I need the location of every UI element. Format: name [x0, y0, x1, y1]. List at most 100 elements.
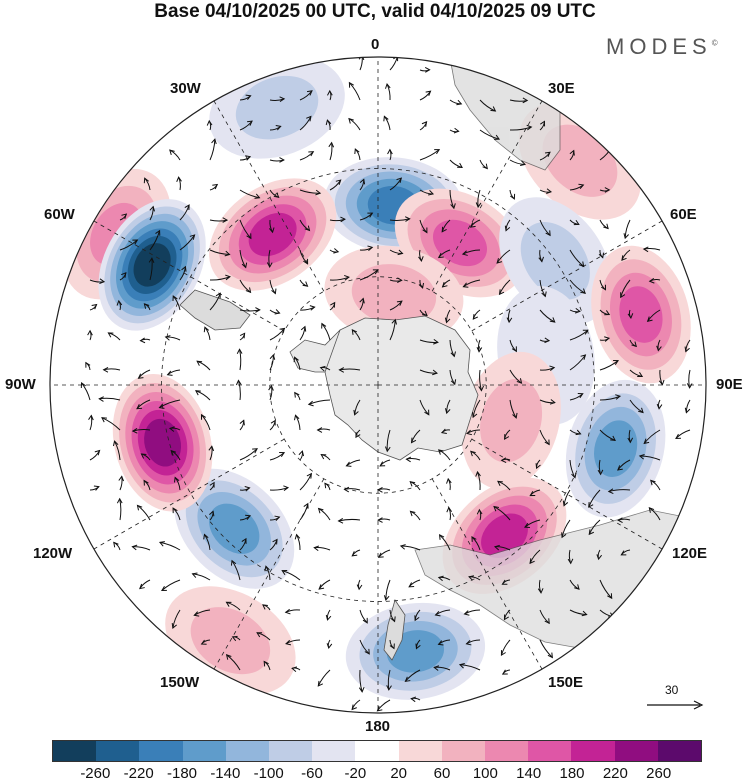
wind-arrow-205	[410, 429, 421, 444]
wind-arrow-227	[437, 449, 451, 461]
wind-arrow-213	[643, 429, 661, 445]
wind-arrow-41	[176, 176, 182, 191]
wind-arrow-164	[419, 369, 438, 376]
wind-arrow-223	[320, 454, 331, 461]
wind-arrow-244	[343, 486, 361, 493]
wind-arrow-160	[269, 353, 276, 371]
wind-arrow-299	[356, 579, 363, 591]
wind-arrow-140	[299, 325, 307, 341]
wind-arrow-29	[299, 151, 315, 161]
wind-arrow-325	[256, 632, 271, 641]
colorbar-ticks: -260 -220 -180 -140 -100 -60 -20 20 60 100 140 180 2…	[0, 765, 750, 783]
wind-arrow-127	[506, 309, 513, 324]
wind-arrow-143	[389, 318, 397, 341]
wind-arrow-92	[642, 246, 661, 253]
wind-arrow-199	[239, 419, 245, 431]
wind-arrow-158	[196, 360, 211, 371]
wind-arrow-254	[650, 479, 661, 491]
colorbar-swatch-7	[355, 741, 399, 761]
wind-arrow-26	[209, 138, 217, 161]
wind-arrow-248	[475, 470, 481, 491]
wind-arrow-37	[539, 151, 551, 161]
colorbar-swatch-14	[657, 741, 702, 761]
colorbar-swatch-2	[139, 741, 183, 761]
wind-arrow-98	[239, 279, 252, 294]
wind-arrow-229	[500, 457, 511, 464]
wind-arrow-200	[269, 419, 276, 431]
wind-arrow-262	[317, 507, 331, 521]
wind-arrow-300	[383, 579, 391, 602]
wind-arrow-54	[569, 183, 585, 191]
wind-arrow-250	[529, 489, 541, 497]
wind-arrow-27	[239, 155, 252, 161]
colorbar-swatch-5	[269, 741, 313, 761]
wind-arrow-121	[329, 301, 336, 311]
wind-arrow-24	[539, 120, 546, 131]
wind-arrow-217	[140, 453, 151, 461]
wind-arrow-344	[501, 669, 511, 675]
brand-mark: ©	[711, 38, 718, 48]
wind-arrow-318	[463, 609, 481, 616]
wind-arrow-341	[404, 669, 421, 683]
colorbar-tick-label: 100	[472, 765, 498, 782]
wind-arrow-53	[539, 188, 553, 194]
anomaly-contour-1-4	[248, 212, 297, 257]
wind-arrow-131	[627, 309, 634, 319]
wind-arrow-126	[472, 309, 481, 320]
wind-arrow-109	[569, 279, 586, 294]
wind-arrow-264	[377, 517, 391, 523]
wind-arrow-269	[524, 519, 541, 528]
wind-arrow-214	[675, 429, 691, 439]
anomaly-contour-9-1	[480, 378, 543, 463]
wind-arrow-308	[171, 609, 181, 629]
wind-arrow-224	[345, 459, 361, 467]
wind-arrow-202	[316, 427, 331, 433]
wind-arrow-40	[143, 177, 151, 191]
wind-arrow-161	[293, 356, 301, 371]
wind-arrow-147	[509, 339, 517, 353]
wind-arrow-246	[409, 481, 421, 491]
graticule	[50, 57, 706, 713]
wind-arrow-30	[328, 141, 335, 161]
wind-arrow-237	[143, 479, 151, 491]
wind-arrow-245	[377, 487, 391, 493]
wind-arrow-255	[116, 497, 123, 521]
wind-arrow-2	[419, 67, 431, 73]
wind-arrow-282	[351, 549, 361, 557]
wind-arrow-252	[588, 489, 601, 508]
wind-arrow-266	[446, 506, 453, 521]
wind-arrow-173	[686, 369, 693, 389]
wind-arrow-290	[596, 549, 603, 561]
wind-arrow-133	[87, 329, 93, 341]
wind-arrow-87	[496, 249, 511, 264]
wind-arrow-22	[479, 129, 501, 140]
wind-arrow-251	[562, 489, 571, 507]
wind-arrow-64	[359, 212, 374, 221]
wind-arrow-347	[410, 696, 421, 703]
lon-label-30e: 30E	[548, 80, 575, 97]
wind-arrow-222	[298, 450, 305, 461]
anomaly-field	[62, 57, 691, 700]
wind-arrow-128	[539, 309, 556, 323]
wind-arrow-104	[418, 279, 425, 289]
colorbar-swatch-11	[528, 741, 572, 761]
wind-arrow-110	[599, 279, 607, 291]
wind-arrow-260	[269, 515, 281, 521]
wind-arrow-71	[569, 219, 580, 226]
wind-arrow-291	[620, 549, 631, 556]
wind-arrow-46	[329, 179, 342, 191]
wind-arrow-12	[509, 97, 529, 104]
wind-arrow-113	[89, 303, 98, 311]
wind-arrow-99	[269, 279, 277, 295]
wind-arrow-289	[567, 549, 574, 565]
wind-arrow-33	[419, 149, 441, 161]
wind-arrow-97	[209, 274, 231, 281]
wind-arrow-18	[348, 117, 361, 131]
wind-arrow-9	[419, 90, 432, 101]
wind-arrow-44	[269, 189, 280, 198]
wind-arrow-197	[168, 426, 181, 432]
wind-arrow-115	[143, 303, 151, 311]
wind-arrow-297	[281, 570, 301, 581]
wind-arrow-310	[225, 601, 241, 611]
wind-arrow-11	[479, 99, 497, 112]
